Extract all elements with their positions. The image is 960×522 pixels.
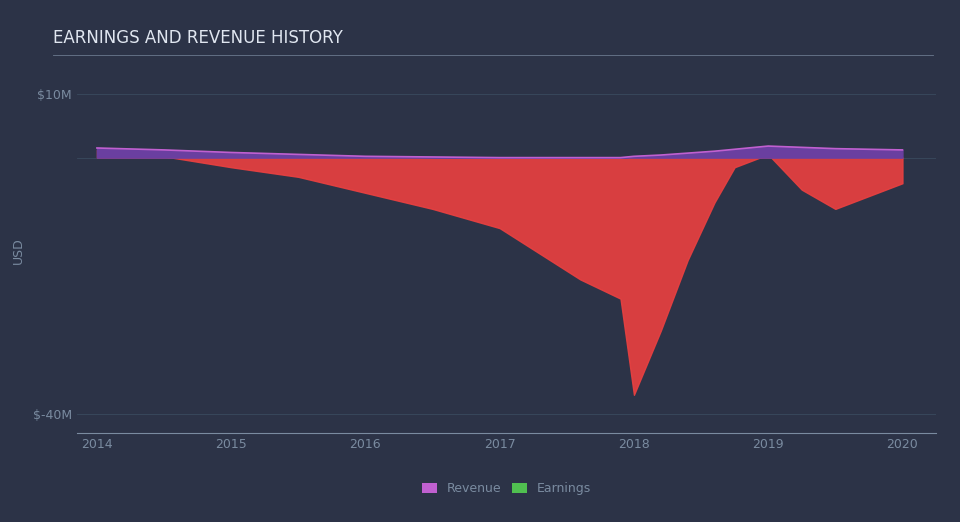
Legend: Revenue, Earnings: Revenue, Earnings: [417, 477, 596, 500]
Text: EARNINGS AND REVENUE HISTORY: EARNINGS AND REVENUE HISTORY: [53, 29, 343, 46]
Y-axis label: USD: USD: [12, 237, 25, 264]
